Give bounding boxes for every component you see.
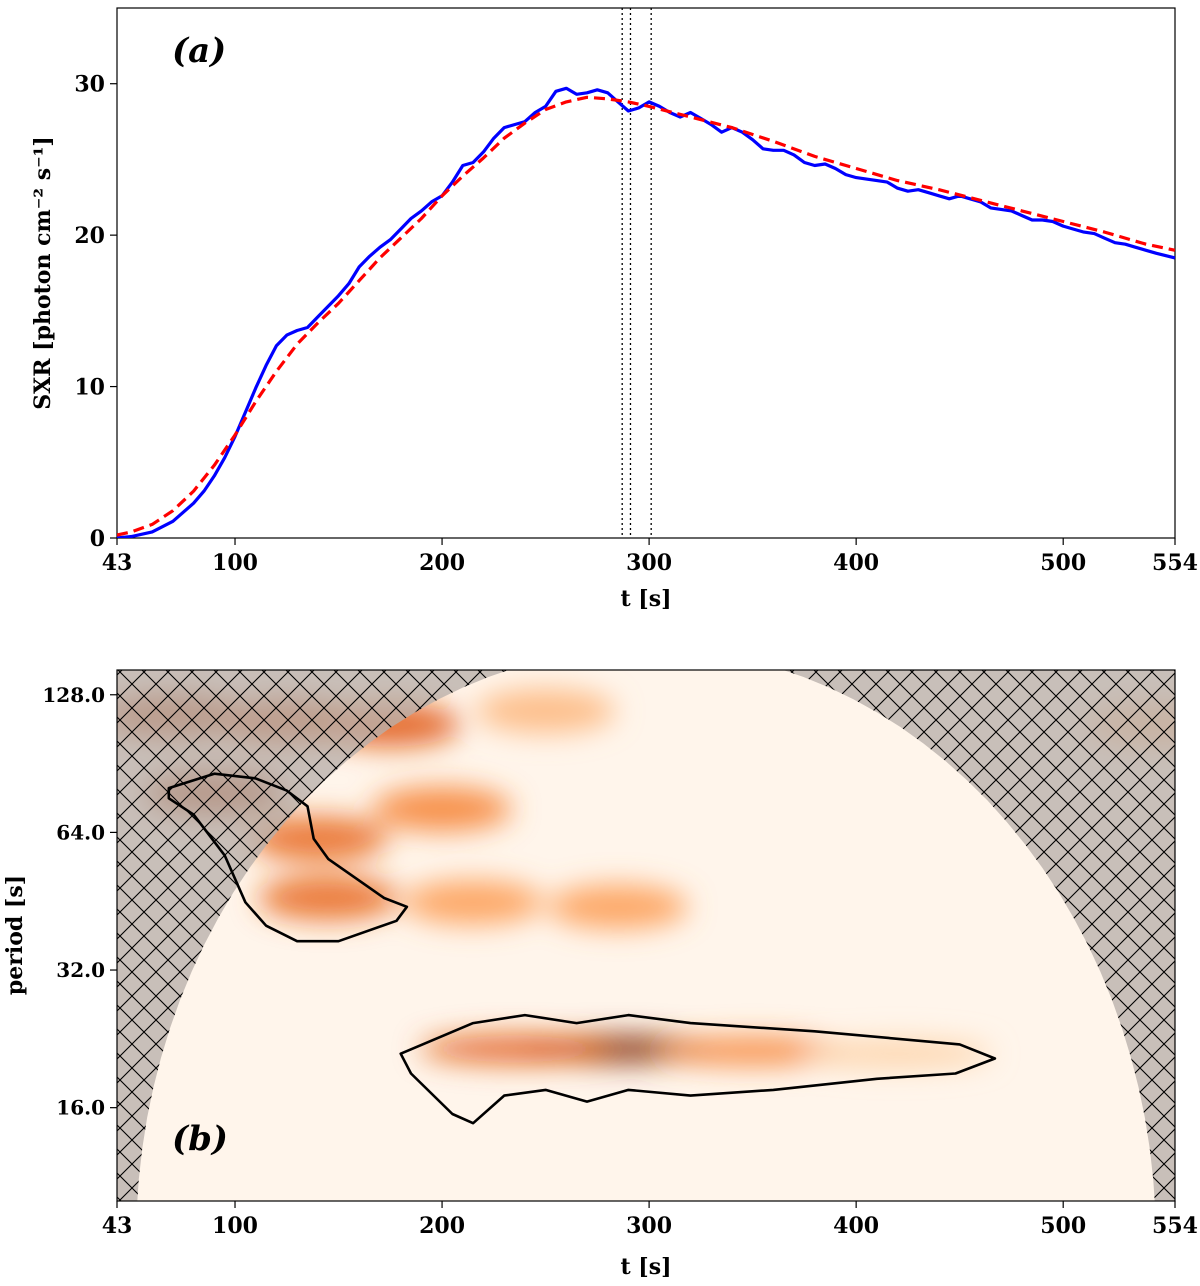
a-y-tick-label-2: 20 xyxy=(74,223,105,249)
power-blob-6 xyxy=(372,787,513,832)
power-blob-13 xyxy=(802,1039,993,1068)
a-x-tick-label-5: 500 xyxy=(1040,550,1086,576)
panel-b-cone-of-influence-hatch xyxy=(117,670,1175,1201)
a-x-tick-label-0: 43 xyxy=(102,550,133,576)
a-x-tick-label-2: 200 xyxy=(419,550,465,576)
panel-a-y-axis-label: SXR [photon cm⁻² s⁻¹] xyxy=(30,136,56,409)
b-x-tick-label-6: 554 xyxy=(1152,1213,1198,1239)
b-y-tick-label-2: 64.0 xyxy=(56,820,105,844)
a-y-tick-label-1: 10 xyxy=(74,375,105,401)
panel-a-plot-area xyxy=(116,7,1176,539)
panel-a-x-axis-label: t [s] xyxy=(620,586,671,612)
b-x-tick-label-4: 400 xyxy=(833,1213,879,1239)
significance-contour-0 xyxy=(167,772,409,943)
panel-b-wavelet-spectrum: 43 100 200 300 400 500 554 16.0 32.0 64.0 128.0 (… xyxy=(2,669,1198,1280)
a-y-tick-label-3: 30 xyxy=(74,72,105,98)
panel-b-letter: (b) xyxy=(172,1119,228,1159)
b-x-tick-label-3: 300 xyxy=(626,1213,672,1239)
a-x-tick-label-6: 554 xyxy=(1152,550,1198,576)
power-blob-11 xyxy=(419,1035,610,1064)
b-y-tick-label-0: 16.0 xyxy=(56,1096,105,1120)
panel-b-y-axis-label: period [s] xyxy=(2,875,28,995)
b-x-tick-label-0: 43 xyxy=(102,1213,133,1239)
panel-b-x-ticks: 43 100 200 300 400 500 554 xyxy=(102,1201,1198,1239)
b-x-tick-label-5: 500 xyxy=(1040,1213,1086,1239)
power-blob-12 xyxy=(657,1036,848,1065)
a-x-tick-label-3: 300 xyxy=(626,550,672,576)
power-blob-8 xyxy=(403,880,544,925)
series-line-1 xyxy=(117,95,1175,537)
b-y-tick-label-3: 128.0 xyxy=(42,683,105,707)
panel-a-vertical-markers xyxy=(621,8,652,538)
panel-a-letter: (a) xyxy=(172,31,226,71)
power-blob-3 xyxy=(475,688,616,733)
power-blob-9 xyxy=(548,884,689,929)
power-blob-7 xyxy=(258,875,399,920)
b-y-tick-label-1: 32.0 xyxy=(56,958,105,982)
series-line-0 xyxy=(117,86,1175,538)
panel-b-significance-contours xyxy=(167,772,997,1125)
panel-a-y-ticks: 0 10 20 30 xyxy=(74,72,117,552)
b-x-tick-label-2: 200 xyxy=(419,1213,465,1239)
significance-contour-1 xyxy=(399,1013,997,1125)
panel-a-light-curve: 43 100 200 300 400 500 554 0 10 20 30 (a) t [s] S… xyxy=(30,7,1198,612)
power-blob-5 xyxy=(247,816,388,861)
b-x-tick-label-1: 100 xyxy=(212,1213,258,1239)
panel-b-x-axis-label: t [s] xyxy=(620,1254,671,1280)
panel-b-plot-area xyxy=(116,669,1176,1202)
a-x-tick-label-4: 400 xyxy=(833,550,879,576)
panel-b-y-ticks: 16.0 32.0 64.0 128.0 xyxy=(42,683,117,1120)
a-y-tick-label-0: 0 xyxy=(90,526,105,552)
panel-a-x-ticks: 43 100 200 300 400 500 554 xyxy=(102,538,1198,576)
a-x-tick-label-1: 100 xyxy=(212,550,258,576)
panel-a-series xyxy=(117,86,1175,538)
